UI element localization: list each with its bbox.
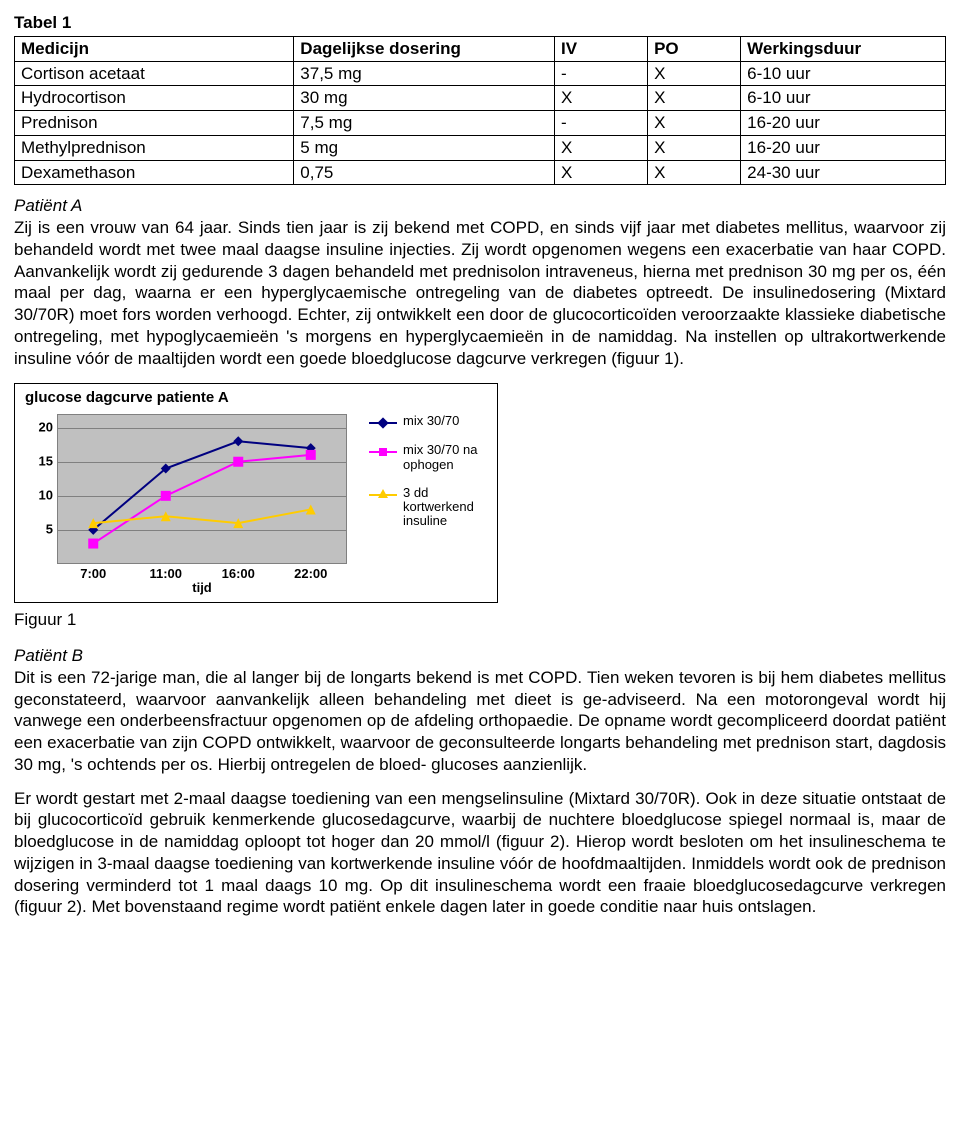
table-cell: X (648, 86, 741, 111)
table-title: Tabel 1 (14, 12, 946, 34)
legend-label: mix 30/70 (403, 414, 459, 428)
table-cell: 7,5 mg (294, 111, 555, 136)
table-cell: Cortison acetaat (15, 61, 294, 86)
table-cell: 30 mg (294, 86, 555, 111)
legend-item: mix 30/70 na ophogen (369, 443, 489, 472)
table-cell: 6-10 uur (741, 86, 946, 111)
table-row: Cortison acetaat37,5 mg-X6-10 uur (15, 61, 946, 86)
table-header-cell: PO (648, 36, 741, 61)
table-row: Methylprednison5 mgXX16-20 uur (15, 135, 946, 160)
patient-b-p1: Dit is een 72-jarige man, die al langer … (14, 668, 946, 774)
patient-a-body: Zij is een vrouw van 64 jaar. Sinds tien… (14, 218, 946, 368)
table-header-cell: Medicijn (15, 36, 294, 61)
table-row: Prednison7,5 mg-X16-20 uur (15, 111, 946, 136)
legend-item: 3 dd kortwerkend insuline (369, 486, 489, 529)
table-cell: X (648, 61, 741, 86)
table-cell: 24-30 uur (741, 160, 946, 185)
table-header-cell: IV (554, 36, 647, 61)
chart-title: glucose dagcurve patiente A (25, 388, 229, 407)
y-tick-label: 20 (23, 420, 53, 437)
table-cell: - (554, 111, 647, 136)
medicine-table: MedicijnDagelijkse doseringIVPOWerkingsd… (14, 36, 946, 186)
patient-b-p2: Er wordt gestart met 2-maal daagse toedi… (14, 789, 946, 917)
table-cell: 16-20 uur (741, 111, 946, 136)
chart-legend: mix 30/70 mix 30/70 na ophogen 3 dd kortwe… (369, 414, 489, 542)
chart-xlabel: tijd (57, 580, 347, 597)
table-cell: 16-20 uur (741, 135, 946, 160)
table-cell: Hydrocortison (15, 86, 294, 111)
table-header-cell: Werkingsduur (741, 36, 946, 61)
table-cell: Prednison (15, 111, 294, 136)
table-cell: 6-10 uur (741, 61, 946, 86)
table-header-cell: Dagelijkse dosering (294, 36, 555, 61)
table-cell: 0,75 (294, 160, 555, 185)
y-tick-label: 5 (23, 522, 53, 539)
y-tick-label: 10 (23, 488, 53, 505)
figure-1-caption: Figuur 1 (14, 609, 946, 631)
table-row: Hydrocortison30 mgXX6-10 uur (15, 86, 946, 111)
table-cell: 5 mg (294, 135, 555, 160)
table-row: Dexamethason0,75XX24-30 uur (15, 160, 946, 185)
table-cell: X (648, 111, 741, 136)
patient-b-heading: Patiënt B (14, 646, 83, 665)
table-cell: X (648, 160, 741, 185)
figure-1-chart: glucose dagcurve patiente A 51015207:001… (14, 383, 946, 603)
legend-label: 3 dd kortwerkend insuline (403, 486, 489, 529)
table-cell: Methylprednison (15, 135, 294, 160)
table-cell: - (554, 61, 647, 86)
table-cell: X (554, 135, 647, 160)
table-cell: X (554, 86, 647, 111)
table-cell: 37,5 mg (294, 61, 555, 86)
y-tick-label: 15 (23, 454, 53, 471)
legend-item: mix 30/70 (369, 414, 489, 429)
patient-a-heading: Patiënt A (14, 196, 82, 215)
table-cell: Dexamethason (15, 160, 294, 185)
legend-label: mix 30/70 na ophogen (403, 443, 489, 472)
table-cell: X (554, 160, 647, 185)
chart-series (57, 414, 347, 564)
table-cell: X (648, 135, 741, 160)
